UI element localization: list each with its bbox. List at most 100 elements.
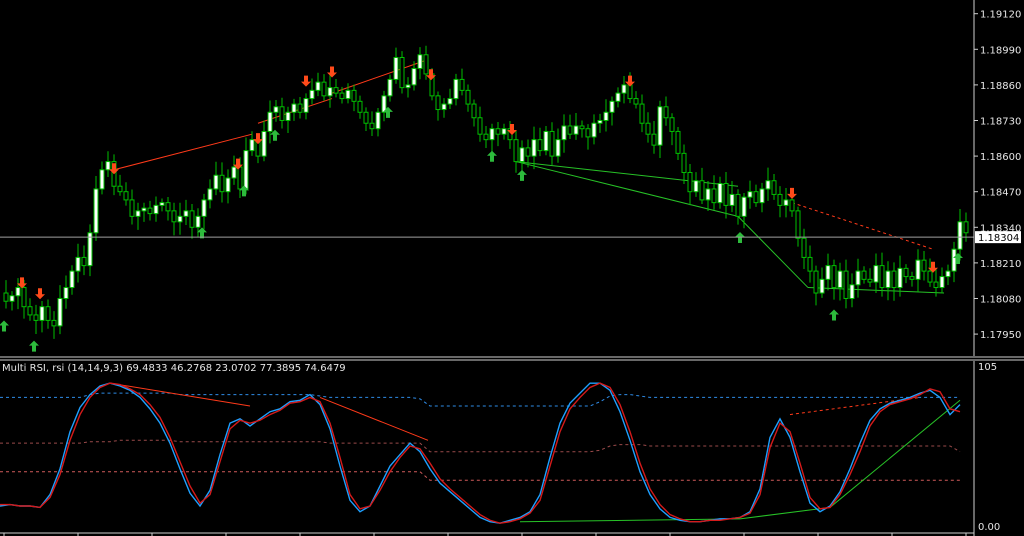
bear-candle: [537, 139, 543, 152]
bear-candle: [129, 199, 135, 217]
upper-band-line: [0, 392, 960, 407]
bull-candle: [519, 147, 525, 163]
bear-candle: [663, 106, 669, 119]
bull-candle: [501, 128, 507, 135]
rsi-indicator-pane[interactable]: [0, 382, 961, 524]
sell-signal-arrow-icon: [787, 187, 797, 199]
bull-candle: [207, 188, 213, 201]
bear-candle: [735, 193, 741, 217]
bear-candle: [3, 292, 9, 302]
indicator-axis-bottom-label: 0.00: [978, 522, 1000, 533]
sell-signal-arrow-icon: [35, 288, 45, 300]
price-pane[interactable]: [0, 45, 974, 352]
bull-candle: [261, 130, 267, 157]
bear-candle: [117, 185, 123, 193]
bear-candle: [891, 270, 897, 289]
bull-candle: [705, 188, 711, 201]
sell-signal-arrow-icon: [233, 158, 243, 170]
bear-candle: [123, 191, 129, 201]
rsi-fast-line: [0, 382, 961, 524]
bear-candle: [963, 221, 969, 234]
price-tick-label: 1.17950: [980, 330, 1021, 341]
sell-signal-arrow-icon: [301, 75, 311, 87]
bull-candle: [375, 111, 381, 130]
buy-signal-arrow-icon: [197, 227, 207, 239]
bear-candle: [51, 319, 57, 327]
bull-candle: [957, 221, 963, 250]
bear-candle: [831, 265, 837, 289]
bull-candle: [309, 89, 315, 100]
bull-candle: [267, 111, 273, 132]
sell-signal-arrow-icon: [17, 277, 27, 289]
indicator-bullish-divergence-line: [519, 518, 741, 523]
bear-candle: [645, 122, 651, 135]
bull-candle: [603, 111, 609, 121]
bear-candle: [357, 100, 363, 113]
bull-candle: [393, 57, 399, 80]
bear-candle: [579, 125, 585, 130]
bull-candle: [213, 174, 219, 190]
bear-candle: [339, 92, 345, 100]
price-tick-label: 1.18470: [980, 188, 1021, 199]
bull-candle: [93, 188, 99, 234]
bear-candle: [219, 174, 225, 193]
bull-candle: [717, 182, 723, 204]
bull-candle: [69, 270, 75, 289]
sell-signal-arrow-icon: [327, 66, 337, 78]
bull-candle: [897, 267, 903, 289]
indicator-bearish-divergence-line: [319, 396, 429, 441]
indicator-bullish-divergence-line: [829, 399, 961, 508]
bull-candle: [849, 284, 855, 299]
bear-candle: [813, 270, 819, 294]
price-tick-label: 1.18340: [980, 223, 1021, 234]
bear-candle: [495, 128, 501, 135]
bear-candle: [777, 193, 783, 206]
bull-candle: [531, 139, 537, 157]
bull-candle: [39, 306, 45, 321]
bear-candle: [369, 122, 375, 130]
indicator-bearish-divergence-line: [109, 382, 251, 407]
bear-candle: [513, 139, 519, 163]
bear-candle: [465, 89, 471, 105]
bear-candle: [723, 182, 729, 206]
bear-candle: [147, 207, 153, 215]
bull-candle: [945, 270, 951, 278]
bear-candle: [651, 133, 657, 146]
bull-candle: [417, 54, 423, 69]
bear-candle: [639, 103, 645, 124]
bull-candle: [693, 180, 699, 193]
bear-candle: [795, 210, 801, 239]
bear-candle: [807, 256, 813, 272]
bull-candle: [243, 150, 249, 190]
price-tick-label: 1.18860: [980, 81, 1021, 92]
indicator-bullish-divergence-line: [739, 506, 831, 520]
bull-candle: [939, 276, 945, 289]
bull-candle: [345, 89, 351, 100]
bear-candle: [33, 314, 39, 321]
bull-candle: [291, 103, 297, 113]
bear-candle: [483, 133, 489, 141]
indicator-title: Multi RSI, rsi (14,14,9,3) 69.4833 46.27…: [2, 363, 346, 374]
bear-candle: [189, 210, 195, 228]
bear-candle: [399, 57, 405, 89]
bull-candle: [405, 84, 411, 89]
bear-candle: [933, 281, 939, 289]
bear-candle: [171, 210, 177, 223]
buy-signal-arrow-icon: [517, 169, 527, 181]
bull-candle: [201, 199, 207, 217]
sell-signal-arrow-icon: [253, 133, 263, 145]
bull-candle: [729, 193, 735, 206]
bull-candle: [741, 196, 747, 217]
bull-candle: [273, 106, 279, 113]
indicator-axis-top-label: 105: [978, 362, 997, 373]
bull-candle: [225, 177, 231, 193]
bear-candle: [789, 199, 795, 212]
bear-candle: [801, 237, 807, 258]
bear-candle: [477, 117, 483, 135]
buy-signal-arrow-icon: [829, 309, 839, 321]
bull-candle: [489, 128, 495, 141]
bull-candle: [249, 139, 255, 152]
bear-candle: [471, 103, 477, 119]
bull-candle: [141, 207, 147, 212]
